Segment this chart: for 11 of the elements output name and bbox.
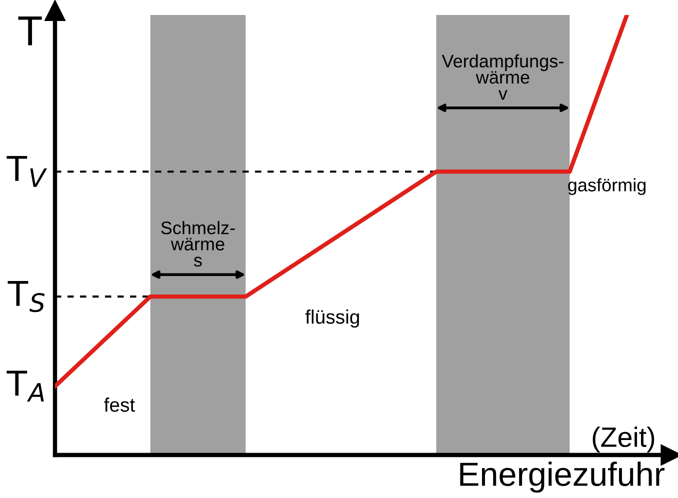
y-axis-title: T bbox=[18, 16, 42, 46]
text: T$_{A}$ bbox=[6, 370, 44, 402]
ref-line-label: T$_{S}$ bbox=[8, 281, 45, 312]
annotation: gasförmig bbox=[568, 178, 646, 196]
x-axis-title: Energiezufuhr bbox=[460, 462, 664, 493]
annotation: (Zeit) bbox=[592, 426, 654, 453]
annotation: flüssig bbox=[305, 310, 359, 328]
annotation: fest bbox=[104, 398, 135, 412]
annotation: Schmelz- wärme s bbox=[161, 221, 235, 267]
ref-line-label: T$_{V}$ bbox=[6, 156, 48, 187]
annotation: Verdampfungs- wärme v bbox=[442, 54, 564, 100]
